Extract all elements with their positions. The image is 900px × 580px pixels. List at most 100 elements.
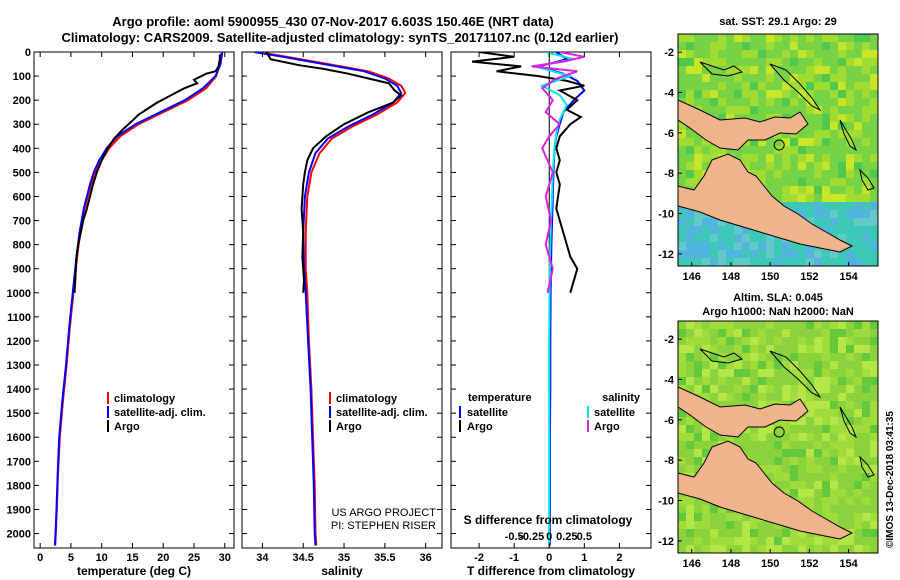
- sst-map-cell: [718, 146, 726, 154]
- sst-map-cell: [870, 42, 878, 50]
- sst-map-cell: [782, 162, 790, 170]
- depth-ytick-label: 1900: [7, 504, 31, 516]
- sst-map-cell: [790, 186, 798, 194]
- sla-map-cell: [862, 361, 870, 369]
- sla-map-cell: [750, 425, 758, 433]
- sst-map-cell: [862, 106, 870, 114]
- sla-map-cell: [766, 441, 774, 449]
- sst-map-cell: [822, 106, 830, 114]
- sst-map-cell: [822, 114, 830, 122]
- sla-map-cell: [830, 321, 838, 329]
- sst-map-cell: [718, 42, 726, 50]
- temperature-xtick-label: 0: [37, 552, 43, 564]
- sst-map-cell: [718, 74, 726, 82]
- sla-map-cell: [742, 337, 750, 345]
- difference-xlabel-top: S difference from climatology: [464, 513, 633, 527]
- sla-map-cell: [782, 329, 790, 337]
- sla-map-cell: [694, 497, 702, 505]
- sla-map-cell: [846, 521, 854, 529]
- sst-map-cell: [790, 250, 798, 258]
- sst-map-cell: [702, 226, 710, 234]
- sla-map-cell: [694, 385, 702, 393]
- sst-map-cell: [750, 170, 758, 178]
- sst-map-cell: [838, 186, 846, 194]
- sst-map-ytick-label: -10: [658, 209, 674, 221]
- sst-map-cell: [814, 58, 822, 66]
- sla-map-cell: [798, 537, 806, 545]
- sst-map-cell: [686, 154, 694, 162]
- sla-map-cell: [798, 353, 806, 361]
- sst-map-cell: [782, 98, 790, 106]
- depth-ytick-label: 900: [13, 264, 31, 276]
- sla-map-cell: [734, 321, 742, 329]
- sla-map-cell: [742, 385, 750, 393]
- sla-map-cell: [806, 401, 814, 409]
- sla-map-cell: [870, 489, 878, 497]
- sst-map-cell: [854, 202, 862, 210]
- sla-map-cell: [830, 489, 838, 497]
- sla-map-cell: [702, 393, 710, 401]
- sst-map-cell: [734, 154, 742, 162]
- sla-map-cell: [686, 345, 694, 353]
- sst-map-cell: [814, 258, 822, 266]
- sla-map-cell: [774, 481, 782, 489]
- sst-map-cell: [854, 218, 862, 226]
- sla-map-cell: [798, 425, 806, 433]
- sla-map-cell: [790, 529, 798, 537]
- sla-map-cell: [694, 433, 702, 441]
- sst-map-cell: [758, 34, 766, 42]
- salinity-xtick-label: 34.5: [293, 552, 314, 564]
- sst-map-cell: [718, 66, 726, 74]
- sst-map-cell: [774, 50, 782, 58]
- sst-map-cell: [814, 146, 822, 154]
- sst-map-cell: [678, 154, 686, 162]
- sla-map-cell: [862, 353, 870, 361]
- sst-map-cell: [862, 146, 870, 154]
- sst-map-cell: [694, 250, 702, 258]
- sla-map-cell: [846, 505, 854, 513]
- sst-map-cell: [854, 138, 862, 146]
- depth-ytick-label: 0: [25, 47, 31, 59]
- legend-title-salinity: salinity: [602, 392, 641, 404]
- difference-series-t-satellite: [534, 52, 586, 546]
- sst-map-cell: [790, 138, 798, 146]
- sla-map-cell: [758, 369, 766, 377]
- sst-map-cell: [782, 58, 790, 66]
- sla-map-cell: [686, 521, 694, 529]
- sst-map-cell: [846, 58, 854, 66]
- sla-map-cell: [766, 337, 774, 345]
- sla-map-cell: [862, 529, 870, 537]
- sst-map-cell: [750, 138, 758, 146]
- sla-map-cell: [854, 441, 862, 449]
- sst-map-cell: [750, 234, 758, 242]
- sst-map-cell: [846, 82, 854, 90]
- sst-map-cell: [710, 258, 718, 266]
- sla-map-cell: [814, 393, 822, 401]
- sst-map-cell: [686, 42, 694, 50]
- sla-map-cell: [782, 537, 790, 545]
- sla-map-ytick-label: -6: [664, 415, 674, 427]
- difference-xtick-label: 0: [546, 552, 552, 564]
- sst-map-cell: [750, 146, 758, 154]
- sla-map-cell: [678, 353, 686, 361]
- sst-map-cell: [686, 242, 694, 250]
- sst-map-cell: [694, 210, 702, 218]
- sst-map-cell: [846, 74, 854, 82]
- sla-map-cell: [854, 545, 862, 553]
- sla-map-cell: [862, 345, 870, 353]
- sla-map-cell: [694, 545, 702, 553]
- sla-map-cell: [702, 345, 710, 353]
- sst-map-cell: [854, 154, 862, 162]
- sla-map-cell: [702, 441, 710, 449]
- sst-map-cell: [806, 50, 814, 58]
- sla-map-cell: [678, 545, 686, 553]
- sst-map-cell: [798, 170, 806, 178]
- sst-map-cell: [806, 250, 814, 258]
- sst-map-cell: [702, 34, 710, 42]
- sla-map-cell: [838, 425, 846, 433]
- sla-map-cell: [758, 449, 766, 457]
- sla-map-cell: [838, 337, 846, 345]
- sst-map-cell: [694, 154, 702, 162]
- sst-map-cell: [750, 154, 758, 162]
- sla-map-cell: [734, 401, 742, 409]
